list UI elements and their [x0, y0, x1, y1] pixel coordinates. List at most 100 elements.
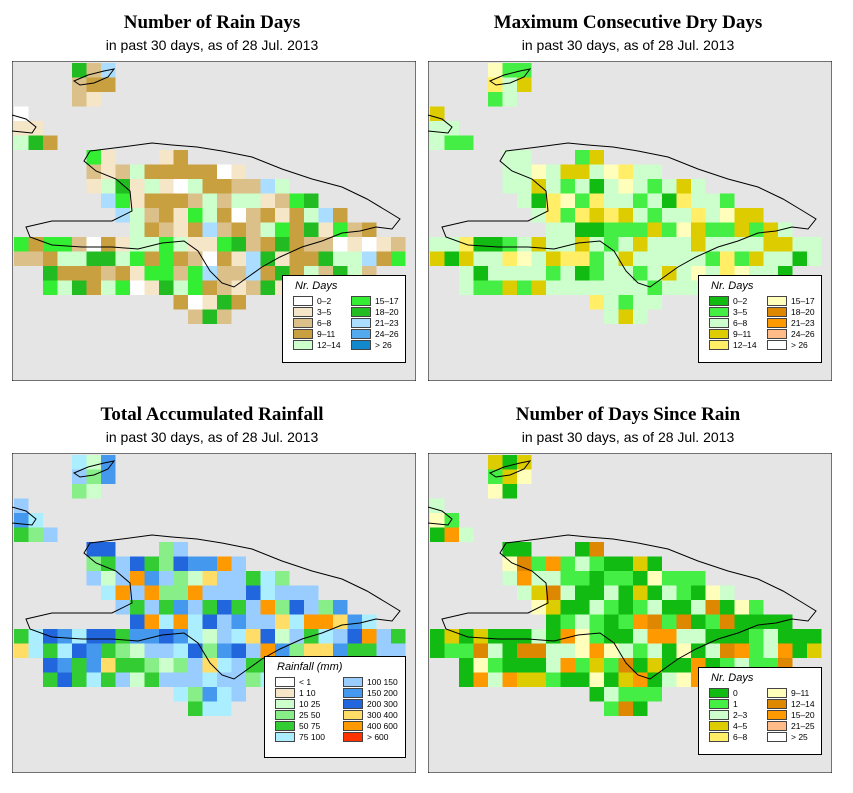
grid-cell: [86, 237, 101, 252]
legend-label: 1 10: [299, 688, 316, 698]
grid-cell: [144, 658, 159, 673]
grid-cell: [531, 629, 546, 644]
grid-cell: [188, 672, 203, 687]
island-outline: [25, 534, 401, 680]
grid-cell: [502, 643, 517, 658]
grid-cell: [144, 280, 159, 295]
legend-label: 0–2: [733, 296, 748, 306]
grid-cell: [101, 469, 116, 484]
grid-cell: [144, 237, 159, 252]
grid-cell: [604, 266, 619, 281]
grid-cell: [531, 193, 546, 208]
grid-cell: [633, 629, 648, 644]
grid-cell: [43, 672, 58, 687]
grid-cell: [260, 585, 275, 600]
grid-cell: [173, 237, 188, 252]
grid-cell: [86, 629, 101, 644]
grid-cell: [14, 237, 29, 252]
grid-cell: [604, 585, 619, 600]
grid-cell: [202, 571, 217, 586]
grid-cell: [144, 629, 159, 644]
grid-cell: [430, 135, 445, 150]
legend-swatch: [709, 329, 729, 339]
grid-cell: [217, 237, 232, 252]
grid-cell: [347, 222, 362, 237]
grid-cell: [807, 251, 822, 266]
grid-cell: [517, 77, 532, 92]
grid-cell: [589, 658, 604, 673]
legend-swatch: [293, 318, 313, 328]
grid-cell: [502, 469, 517, 484]
legend-swatch: [709, 307, 729, 317]
grid-cell: [246, 237, 261, 252]
grid-cell: [560, 643, 575, 658]
grid-cell: [260, 251, 275, 266]
grid-cell: [188, 556, 203, 571]
grid-cell: [86, 280, 101, 295]
grid-cell: [246, 614, 261, 629]
grid-cell: [202, 658, 217, 673]
grid-cell: [43, 135, 58, 150]
grid-cell: [444, 251, 459, 266]
grid-cell: [115, 193, 130, 208]
grid-cell: [246, 280, 261, 295]
grid-cell: [430, 106, 445, 121]
grid-cell: [589, 251, 604, 266]
legend-swatch: [351, 340, 371, 350]
grid-cell: [217, 701, 232, 716]
grid-cell: [488, 63, 503, 78]
grid-cell: [430, 251, 445, 266]
grid-cell: [618, 193, 633, 208]
grid-cell: [676, 179, 691, 194]
grid-cell: [333, 614, 348, 629]
grid-cell: [304, 251, 319, 266]
grid-cell: [647, 687, 662, 702]
grid-cell: [604, 614, 619, 629]
grid-cell: [763, 614, 778, 629]
grid-cell: [275, 251, 290, 266]
legend-swatch: [275, 710, 295, 720]
grid-cell: [202, 237, 217, 252]
grid-cell: [304, 222, 319, 237]
grid-cell: [362, 643, 377, 658]
grid-cell: [633, 222, 648, 237]
grid-cell: [575, 193, 590, 208]
grid-cell: [101, 658, 116, 673]
grid-cell: [502, 542, 517, 557]
grid-cell: [202, 179, 217, 194]
grid-cell: [575, 600, 590, 615]
grid-cell: [589, 542, 604, 557]
grid-cell: [633, 208, 648, 223]
grid-cell: [231, 179, 246, 194]
grid-cell: [734, 251, 749, 266]
grid-cell: [173, 614, 188, 629]
legend-swatch: [767, 710, 787, 720]
legend-swatch: [343, 732, 363, 742]
grid-cell: [633, 571, 648, 586]
grid-cell: [14, 106, 29, 121]
grid-cell: [662, 193, 677, 208]
grid-cell: [376, 251, 391, 266]
grid-cell: [260, 600, 275, 615]
grid-cell: [43, 643, 58, 658]
legend-swatch: [343, 721, 363, 731]
legend-swatch: [343, 710, 363, 720]
grid-cell: [778, 629, 793, 644]
grid-cell: [792, 643, 807, 658]
grid-cell: [705, 614, 720, 629]
legend-label: 300 400: [367, 710, 398, 720]
grid-cell: [72, 266, 87, 281]
legend-swatch: [351, 296, 371, 306]
grid-cell: [618, 614, 633, 629]
grid-cell: [589, 164, 604, 179]
grid-cell: [560, 600, 575, 615]
grid-cell: [130, 571, 145, 586]
grid-cell: [560, 193, 575, 208]
grid-cell: [231, 585, 246, 600]
grid-cell: [560, 629, 575, 644]
grid-cell: [749, 614, 764, 629]
grid-cell: [560, 179, 575, 194]
grid-cell: [459, 135, 474, 150]
grid-cell: [749, 208, 764, 223]
grid-cell: [217, 222, 232, 237]
